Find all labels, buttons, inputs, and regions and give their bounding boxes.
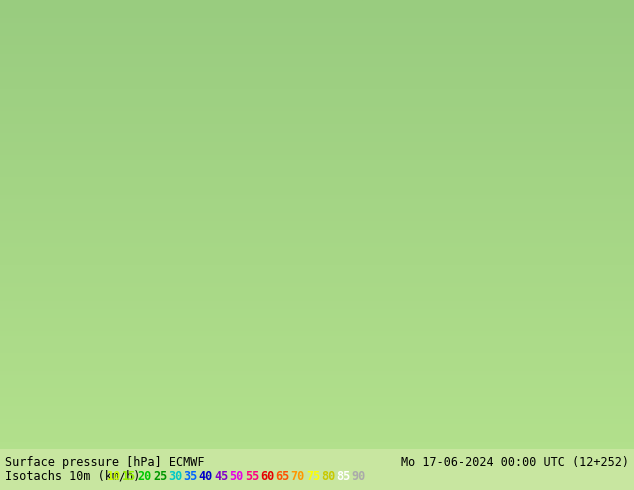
Text: 30: 30 bbox=[168, 469, 183, 483]
Text: 25: 25 bbox=[153, 469, 167, 483]
Text: 90: 90 bbox=[352, 469, 366, 483]
Text: 40: 40 bbox=[199, 469, 213, 483]
Text: 55: 55 bbox=[245, 469, 259, 483]
Text: 50: 50 bbox=[230, 469, 243, 483]
Text: 20: 20 bbox=[138, 469, 152, 483]
Text: Isotachs 10m (km/h): Isotachs 10m (km/h) bbox=[5, 469, 148, 483]
Text: 75: 75 bbox=[306, 469, 320, 483]
Text: Surface pressure [hPa] ECMWF: Surface pressure [hPa] ECMWF bbox=[5, 456, 205, 469]
Text: 35: 35 bbox=[184, 469, 198, 483]
Text: 15: 15 bbox=[122, 469, 136, 483]
Text: Mo 17-06-2024 00:00 UTC (12+252): Mo 17-06-2024 00:00 UTC (12+252) bbox=[401, 456, 629, 469]
Text: 10: 10 bbox=[107, 469, 121, 483]
Text: 85: 85 bbox=[337, 469, 351, 483]
Text: 70: 70 bbox=[290, 469, 305, 483]
Text: 65: 65 bbox=[275, 469, 290, 483]
Text: 80: 80 bbox=[321, 469, 335, 483]
Text: 60: 60 bbox=[260, 469, 275, 483]
Text: 45: 45 bbox=[214, 469, 228, 483]
